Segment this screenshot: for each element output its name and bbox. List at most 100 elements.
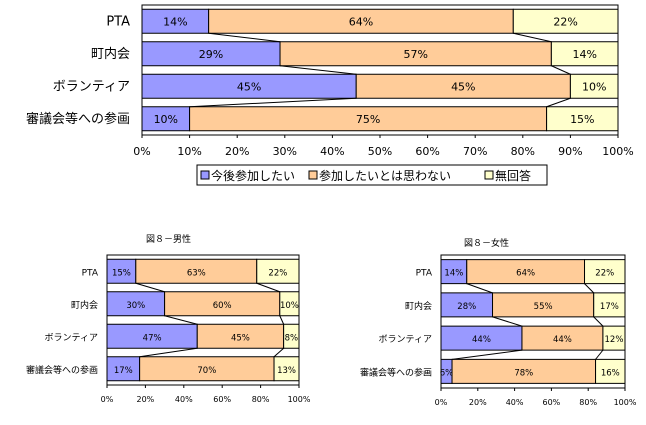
tick-label: 60% xyxy=(543,398,561,407)
bar-segment xyxy=(279,41,552,67)
bar-segment xyxy=(196,323,285,349)
series-line xyxy=(513,32,552,43)
tick-label: 0% xyxy=(133,145,150,158)
bar-data-label: 14% xyxy=(163,15,187,28)
bar-data-label: 57% xyxy=(403,48,427,61)
category-label: ボランティア xyxy=(53,79,130,94)
bar-data-label: 10% xyxy=(280,301,299,311)
tick-label: 100% xyxy=(602,145,633,158)
series-line xyxy=(135,282,165,293)
bar-data-label: 55% xyxy=(534,302,553,312)
bar-segment xyxy=(440,292,494,318)
category-label: PTA xyxy=(106,14,130,29)
bar-segment xyxy=(141,41,281,67)
tick-label: 80% xyxy=(252,395,270,404)
series-line xyxy=(551,65,571,75)
legend-swatch-want xyxy=(200,170,210,180)
bar-segment xyxy=(595,358,626,384)
bar-data-label: 45% xyxy=(237,80,261,93)
series-line xyxy=(279,315,285,325)
bar-segment xyxy=(141,73,357,99)
bar-data-label: 22% xyxy=(553,15,577,28)
category-label: PTA xyxy=(416,269,433,279)
bar-data-label: 64% xyxy=(516,269,535,279)
tick-label: 40% xyxy=(175,395,193,404)
bar-segment xyxy=(584,259,626,285)
series-line xyxy=(256,282,280,293)
tick-label: 100% xyxy=(614,398,637,407)
bar-segment xyxy=(451,358,597,384)
tick-label: 0% xyxy=(435,398,448,407)
bar-data-label: 47% xyxy=(143,333,162,343)
series-line xyxy=(273,347,284,358)
bar-data-label: 45% xyxy=(231,333,250,343)
male-chart: 15% 63% 22% PTA 30% 60% 10% 町内会 47% 45% 8% ボランティア 17… xyxy=(26,254,311,404)
bar-segment xyxy=(279,291,300,317)
legend-label-no-answer: 無回答 xyxy=(495,168,531,183)
bar-data-label: 64% xyxy=(349,15,373,28)
bar-segment xyxy=(256,258,300,284)
bar-data-label: 13% xyxy=(277,366,296,376)
bar-data-label: 15% xyxy=(112,268,131,278)
bar-data-label: 8% xyxy=(285,333,299,343)
series-line xyxy=(139,347,198,358)
series-line xyxy=(451,349,523,360)
tick-label: 10% xyxy=(177,145,201,158)
series-line xyxy=(164,315,198,325)
bar-data-label: 60% xyxy=(213,301,232,311)
bar-data-label: 70% xyxy=(197,366,216,376)
bar-segment xyxy=(273,356,300,382)
female-chart: 14% 64% 22% PTA 28% 55% 17% 町内会 44% 44% 12% ボランティア 6… xyxy=(360,254,637,407)
bar-data-label: 14% xyxy=(572,48,596,61)
female-chart-title: 図８－女性 xyxy=(464,237,509,249)
category-label: 審議会等への参画 xyxy=(360,366,432,378)
series-line xyxy=(279,65,357,75)
category-label: PTA xyxy=(82,268,99,278)
bar-data-label: 44% xyxy=(472,335,491,345)
bar-data-label: 14% xyxy=(444,269,463,279)
bar-segment xyxy=(135,258,258,284)
bar-segment xyxy=(164,291,281,317)
category-label: 審議会等への参画 xyxy=(26,111,130,127)
legend-label-want: 今後参加したい xyxy=(211,168,295,183)
bar-data-label: 63% xyxy=(187,268,206,278)
bar-segment xyxy=(106,356,141,382)
category-label: 審議会等への参画 xyxy=(26,364,98,376)
bar-segment xyxy=(569,73,619,99)
bar-data-label: 45% xyxy=(451,80,475,93)
tick-label: 40% xyxy=(320,145,344,158)
bar-segment xyxy=(208,8,514,34)
bar-segment xyxy=(593,292,626,318)
bar-segment xyxy=(546,106,619,132)
tick-label: 70% xyxy=(463,145,487,158)
tick-label: 80% xyxy=(579,398,597,407)
bar-data-label: 29% xyxy=(199,48,223,61)
bar-segment xyxy=(492,292,595,318)
category-label: 町内会 xyxy=(71,299,98,311)
series-line xyxy=(584,283,595,294)
series-line xyxy=(546,97,571,108)
category-label: 町内会 xyxy=(91,46,130,62)
bar-data-label: 6% xyxy=(440,368,454,378)
bar-segment xyxy=(283,323,300,349)
series-line xyxy=(189,97,357,108)
bar-data-label: 12% xyxy=(605,335,624,345)
bar-data-label: 30% xyxy=(126,301,145,311)
bar-data-label: 17% xyxy=(600,302,619,312)
bar-data-label: 75% xyxy=(356,113,380,126)
bar-segment xyxy=(139,356,275,382)
bar-segment xyxy=(106,291,166,317)
bar-segment xyxy=(440,325,523,351)
bar-data-label: 10% xyxy=(582,80,606,93)
bar-data-label: 17% xyxy=(114,366,133,376)
series-line xyxy=(593,316,604,327)
tick-label: 100% xyxy=(288,395,311,404)
tick-label: 40% xyxy=(506,398,524,407)
bar-data-label: 28% xyxy=(457,302,476,312)
series-line xyxy=(595,349,604,360)
tick-label: 0% xyxy=(101,395,114,404)
bar-data-label: 10% xyxy=(154,113,178,126)
bar-data-label: 16% xyxy=(601,368,620,378)
bar-segment xyxy=(512,8,619,34)
